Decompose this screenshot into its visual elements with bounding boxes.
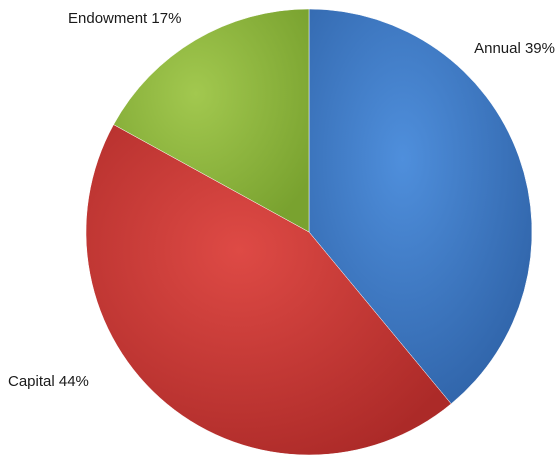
pie-labels: Annual 39% Capital 44% Endowment 17%: [8, 10, 555, 390]
pie-slice-annual: [308, 8, 533, 405]
slice-label-annual: Annual 39%: [474, 40, 555, 57]
pie-slice-endowment: [113, 8, 310, 233]
pie-slices: [85, 8, 533, 456]
slice-label-capital: Capital 44%: [8, 373, 89, 390]
pie-slice-capital: [85, 124, 452, 456]
slice-label-endowment: Endowment 17%: [68, 10, 181, 27]
